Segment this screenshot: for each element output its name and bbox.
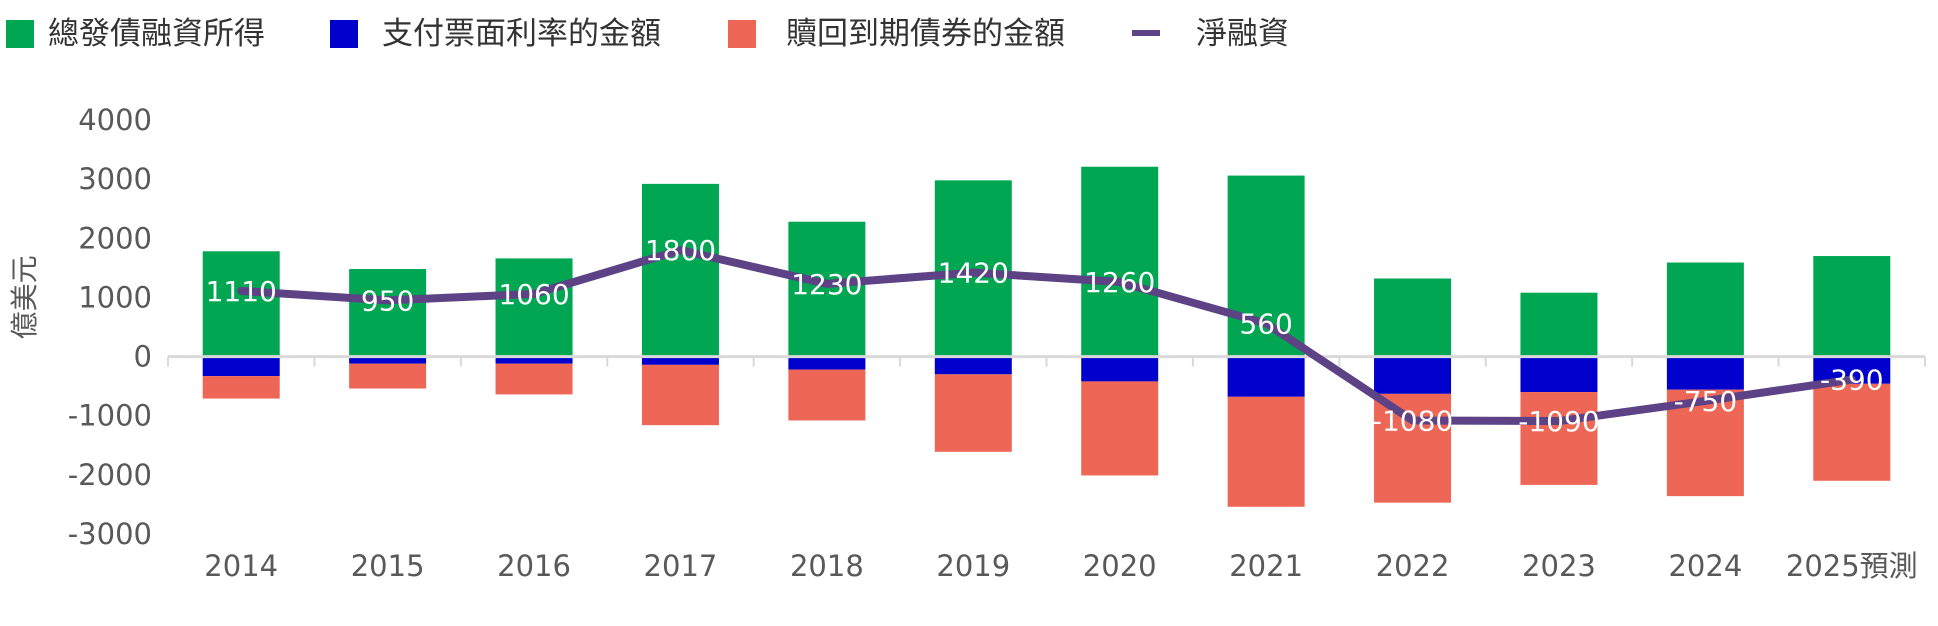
legend-line-swatch bbox=[1132, 30, 1160, 36]
legend-label: 贖回到期債券的金額 bbox=[786, 16, 1065, 52]
y-tick-label: 4000 bbox=[78, 103, 152, 137]
legend-swatch bbox=[330, 20, 358, 48]
legend-swatch bbox=[6, 20, 34, 48]
x-tick-label: 2023 bbox=[1522, 549, 1596, 583]
bar-redemption bbox=[1374, 393, 1452, 503]
bar-redemption bbox=[495, 363, 573, 395]
line-net-financing bbox=[237, 246, 1856, 426]
net-financing-data-label: -1080 bbox=[1372, 404, 1453, 437]
bar-redemption bbox=[202, 376, 280, 399]
bar-gross-issuance bbox=[495, 258, 573, 357]
x-tick-label: 2015 bbox=[351, 549, 425, 583]
net-financing-data-label: -1090 bbox=[1518, 405, 1599, 438]
bar-coupon-payment bbox=[495, 356, 573, 364]
bar-gross-issuance bbox=[934, 180, 1012, 357]
bar-coupon-payment bbox=[1520, 356, 1598, 393]
bar-coupon-payment bbox=[641, 356, 719, 365]
bar-gross-issuance bbox=[1081, 166, 1159, 357]
bar-gross-issuance bbox=[788, 221, 866, 357]
x-tick-label: 2017 bbox=[644, 549, 718, 583]
bar-redemption bbox=[1520, 392, 1598, 485]
bar-redemption bbox=[1227, 396, 1305, 507]
bar-coupon-payment bbox=[1081, 356, 1159, 382]
net-financing-data-label: -750 bbox=[1674, 385, 1738, 418]
net-financing-data-label: 950 bbox=[361, 284, 414, 317]
bar-redemption bbox=[641, 364, 719, 426]
bar-redemption bbox=[1813, 383, 1891, 481]
net-financing-data-label: 1230 bbox=[791, 268, 862, 301]
x-tick-label: 2022 bbox=[1376, 549, 1450, 583]
net-financing-data-label: 1420 bbox=[938, 257, 1009, 290]
bar-gross-issuance bbox=[202, 251, 280, 357]
bar-gross-issuance bbox=[349, 269, 427, 357]
x-tick-label: 2014 bbox=[204, 549, 278, 583]
y-tick-label: 3000 bbox=[78, 162, 152, 196]
bar-redemption bbox=[934, 374, 1012, 452]
y-tick-label: 1000 bbox=[78, 280, 152, 314]
net-financing-data-label: 1110 bbox=[206, 275, 277, 308]
bar-coupon-payment bbox=[349, 356, 427, 364]
bar-coupon-payment bbox=[1666, 356, 1744, 390]
x-tick-label: 2019 bbox=[936, 549, 1010, 583]
legend-label: 支付票面利率的金額 bbox=[382, 16, 661, 52]
legend-label: 淨融資 bbox=[1196, 16, 1289, 52]
y-axis-label: 億美元 bbox=[8, 255, 41, 339]
bar-gross-issuance bbox=[641, 183, 719, 357]
y-tick-label: -3000 bbox=[68, 517, 152, 551]
x-tick-label: 2020 bbox=[1083, 549, 1157, 583]
bar-coupon-payment bbox=[202, 356, 280, 377]
y-tick-label: 2000 bbox=[78, 221, 152, 255]
legend-label: 總發債融資所得 bbox=[48, 16, 265, 52]
y-tick-label: -2000 bbox=[68, 458, 152, 492]
x-tick-label: 2016 bbox=[497, 549, 571, 583]
bar-coupon-payment bbox=[934, 356, 1012, 375]
net-financing-data-label: 560 bbox=[1239, 307, 1292, 340]
bar-gross-issuance bbox=[1813, 256, 1891, 357]
bar-gross-issuance bbox=[1520, 292, 1598, 357]
bar-coupon-payment bbox=[1227, 356, 1305, 397]
y-tick-label: 0 bbox=[134, 340, 152, 374]
x-tick-label: 2021 bbox=[1229, 549, 1303, 583]
x-tick-label: 2024 bbox=[1668, 549, 1742, 583]
bar-coupon-payment bbox=[788, 356, 866, 370]
y-tick-label: -1000 bbox=[68, 399, 152, 433]
net-financing-data-label: 1060 bbox=[498, 278, 569, 311]
x-tick-label: 2018 bbox=[790, 549, 864, 583]
net-financing-data-label: -390 bbox=[1820, 364, 1884, 397]
bar-redemption bbox=[788, 369, 866, 421]
bar-redemption bbox=[349, 363, 427, 389]
bar-gross-issuance bbox=[1374, 278, 1452, 357]
x-tick-label: 2025預測 bbox=[1786, 549, 1918, 583]
bar-gross-issuance bbox=[1666, 262, 1744, 357]
bar-redemption bbox=[1081, 381, 1159, 476]
net-financing-data-label: 1260 bbox=[1084, 266, 1155, 299]
legend-swatch bbox=[728, 20, 756, 48]
net-financing-data-label: 1800 bbox=[645, 234, 716, 267]
bar-coupon-payment bbox=[1374, 356, 1452, 394]
